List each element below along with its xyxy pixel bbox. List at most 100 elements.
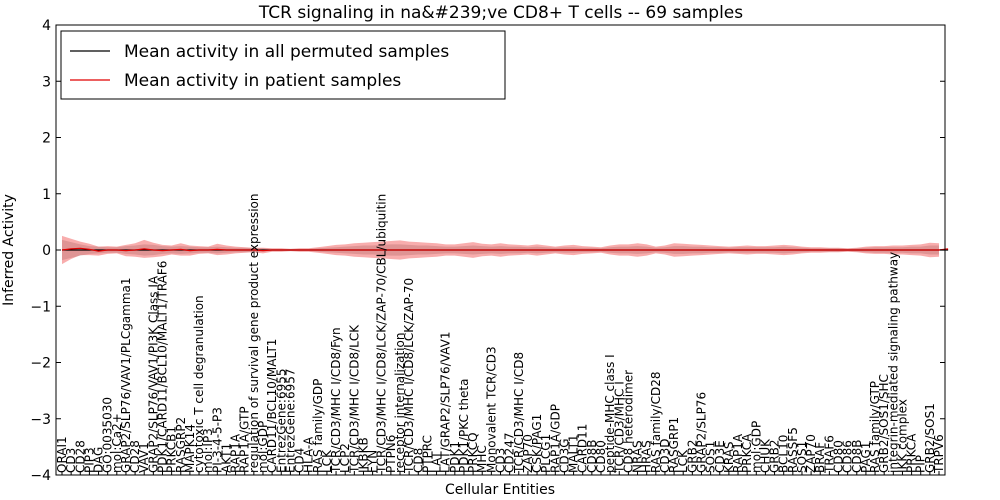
- x-tick-label: PLCG1: [539, 434, 553, 473]
- x-tick-label: CD86: [841, 440, 855, 473]
- x-tick-label: IKK complex: [896, 399, 910, 473]
- chart-title: TCR signaling in na&#239;ve CD8+ T cells…: [258, 3, 743, 23]
- x-tick-label: TCR/CD3/MHC I/CD8: [512, 352, 526, 474]
- x-tick-label: LAT: [430, 451, 444, 473]
- y-axis-ticks: −4 −3 −2 −1 0 1 2 3 4: [30, 18, 945, 484]
- x-tick-label: GRAP2/SLP76/VAV1/PLCgamma1: [119, 277, 133, 473]
- x-tick-label: PTPN6: [384, 435, 398, 473]
- y-tick-label: 2: [42, 131, 51, 147]
- x-tick-label: PDK1: [448, 441, 462, 473]
- x-axis-label: Cellular Entities: [445, 482, 555, 498]
- y-tick-label: 1: [42, 187, 51, 203]
- x-tick-label: mol:GDP: [749, 421, 763, 473]
- x-tick-label: TCR/CD3/MHC I/CD8/LCK: [347, 324, 361, 474]
- x-tick-label: cytotoxic T cell degranulation: [192, 295, 206, 473]
- x-tick-label: BCL10: [777, 435, 791, 473]
- y-tick-label: 3: [42, 74, 51, 90]
- x-tick-label: CD8B: [585, 440, 599, 474]
- x-tick-label: RAP1A: [731, 433, 745, 473]
- y-tick-label: −2: [30, 356, 51, 372]
- x-tick-label: PIP3: [82, 447, 96, 473]
- legend-label-patient: Mean activity in patient samples: [124, 71, 401, 91]
- legend-label-permuted: Mean activity in all permuted samples: [124, 42, 449, 62]
- x-tick-label: receptor internalization: [393, 333, 407, 473]
- y-tick-label: −1: [30, 299, 51, 315]
- x-tick-label: CSK/PAG1: [530, 414, 544, 473]
- x-tick-label: NRAS: [631, 440, 645, 473]
- series-line-patient: [61, 247, 949, 252]
- x-tick-label: RASGRP2: [174, 417, 188, 473]
- x-tick-label: CD80: [594, 440, 608, 473]
- x-tick-label: PTPRC: [420, 435, 434, 473]
- x-tick-label: BRAF: [813, 442, 827, 473]
- x-tick-label: GRB2: [685, 439, 699, 473]
- x-tick-label: PRKCA: [740, 433, 754, 473]
- x-axis-entity-labels: ORAI1CD3CD28PIP3DAGGO:0035030mol:Ca2+GRA…: [55, 194, 946, 475]
- x-tick-label: LCK: [320, 449, 334, 473]
- x-tick-label: LCK: [676, 449, 690, 473]
- y-tick-label: 0: [42, 243, 51, 259]
- x-tick-label: HRAS: [640, 440, 654, 473]
- x-tick-label: Monovalent TCR/CD3: [484, 346, 498, 473]
- x-tick-label: CD8B: [850, 440, 864, 474]
- x-tick-label: MALT1: [567, 434, 581, 473]
- y-axis-label: Inferred Activity: [1, 194, 17, 306]
- x-tick-label: PRKCA: [905, 433, 919, 473]
- x-tick-label: CD3G: [557, 438, 571, 473]
- x-tick-label: RAP1A: [229, 433, 243, 473]
- x-tick-label: ZAP70: [521, 434, 535, 473]
- x-tick-label: RASGRP1: [667, 417, 681, 473]
- x-tick-label: IKBKB: [357, 437, 371, 473]
- x-tick-label: MAPK14: [183, 424, 197, 473]
- x-tick-label: RAP1A/GDP: [548, 404, 562, 473]
- x-tick-label: CD8: [411, 448, 425, 473]
- x-tick-label: GRB2/SOS1/SHC: [877, 374, 891, 473]
- x-tick-label: RAP1A/GTP: [238, 406, 252, 473]
- x-tick-label: CD4: [293, 448, 307, 473]
- x-tick-label: SOS1: [704, 441, 718, 473]
- x-tick-label: TCR/CD3/MHC I/CD8/LCK/ZAP-70/CBL/ubiquit…: [375, 194, 389, 474]
- x-tick-label: PAG1: [859, 442, 873, 473]
- x-tick-label: peptide-MHC class I: [603, 354, 617, 473]
- x-tick-label: MHC: [475, 445, 489, 473]
- x-tick-label: integrin-mediated signaling pathway: [886, 252, 900, 473]
- x-tick-label: GRAP2/SLP76/VAV1/PI3K Class IA: [146, 275, 160, 473]
- x-tick-label: CD3E: [713, 440, 727, 473]
- x-tick-label: LCP2: [338, 443, 352, 473]
- x-tick-label: RAS family/GDP: [311, 379, 325, 473]
- x-tick-label: EntrezGene:6957: [283, 369, 297, 474]
- x-tick-label: mol:GDP: [256, 421, 270, 473]
- x-tick-label: CARD11: [576, 424, 590, 473]
- x-tick-label: DAG: [92, 447, 106, 473]
- x-tick-label: TCR/CD3/MHC I/CD8/Fyn: [329, 327, 343, 474]
- x-tick-label: CD28: [73, 440, 87, 473]
- x-tick-label: PDK1/CARD11/BCL10/MALT1/TRAF6: [156, 261, 170, 473]
- y-tick-label: −4: [30, 468, 51, 484]
- x-tick-label: EntrezGene:6955: [274, 369, 288, 474]
- legend: Mean activity in all permuted samples Me…: [60, 30, 506, 100]
- x-tick-label: ORAI1: [55, 436, 69, 473]
- x-tick-label: FYN: [366, 450, 380, 473]
- x-tick-label: TCR/CD3/MHC I/CD8/LCK/ZAP-70: [402, 278, 416, 474]
- x-tick-label: LAT/GRAP2/SLP76/VAV1: [439, 332, 453, 473]
- series-lines: [61, 247, 949, 252]
- x-tick-label: RAS family/GTP: [868, 381, 882, 473]
- x-tick-label: CD3D: [658, 439, 672, 474]
- x-tick-label: CARD11/BCL10/MALT1: [265, 339, 279, 473]
- x-tick-label: SOS1: [795, 441, 809, 473]
- legend-box: [60, 30, 506, 100]
- x-tick-label: RASSF5: [786, 427, 800, 473]
- x-tick-label: RAS family/CD28: [649, 372, 663, 473]
- x-tick-label: CD28: [128, 440, 142, 473]
- x-tick-label: HLA-A: [302, 436, 316, 473]
- x-tick-label: CD8 heterodimer: [621, 370, 635, 473]
- x-tick-label: PI-3-4-5-P3: [210, 407, 224, 473]
- x-tick-label: PRKCB1: [165, 426, 179, 473]
- x-tick-label: CHUK: [758, 438, 772, 473]
- x-tick-label: AKT1: [219, 443, 233, 473]
- x-tick-label: GRAP2/SLP76: [695, 392, 709, 473]
- x-tick-label: PIP: [914, 455, 928, 473]
- x-tick-label: KRAS: [722, 441, 736, 473]
- y-tick-label: −3: [30, 412, 51, 428]
